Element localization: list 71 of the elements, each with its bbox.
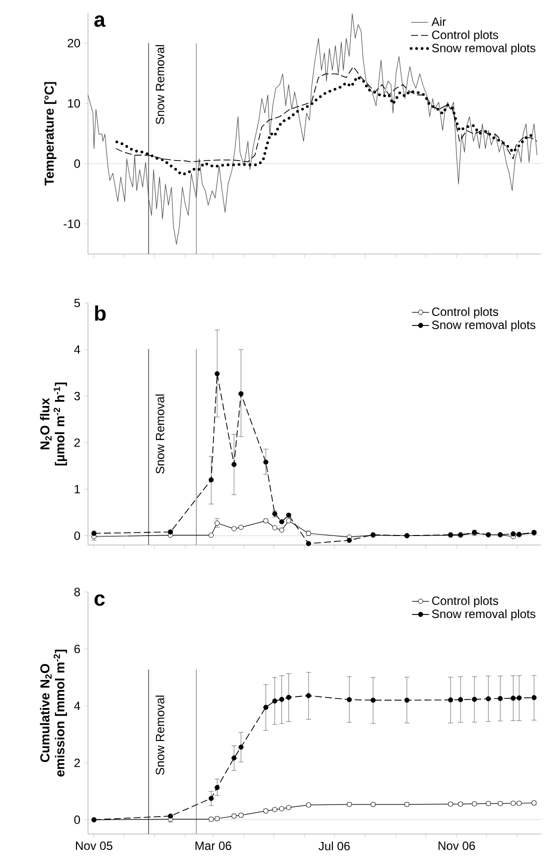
point (486, 696, 491, 702)
x-tick-label: Nov 05 (76, 842, 112, 850)
point (510, 531, 516, 536)
point (263, 704, 268, 710)
point (214, 785, 220, 790)
y-tick-label: 0 (74, 531, 80, 540)
point (263, 460, 268, 465)
point (279, 528, 284, 533)
line-series (88, 13, 538, 245)
point (306, 693, 312, 698)
point (208, 477, 214, 482)
y-axis-title: Temperature [°C] (44, 82, 56, 186)
point (286, 694, 292, 700)
point (231, 755, 237, 761)
legend-label: Snow removal plots (432, 320, 536, 332)
point (458, 697, 464, 702)
ref-line-label: Snow Removal (156, 696, 164, 775)
point (214, 371, 220, 376)
point (279, 519, 284, 524)
y-tick-label: 0 (74, 816, 80, 824)
y-tick-label: 2 (74, 438, 80, 447)
point (346, 538, 352, 543)
y-tick-label: 8 (74, 588, 80, 596)
point (168, 814, 173, 819)
x-tick-label: Jul 06 (318, 842, 350, 850)
legend-label: Control plots (432, 596, 498, 608)
point (472, 696, 477, 702)
point (404, 698, 410, 703)
y-tick-label: 20 (68, 38, 80, 48)
legend-label: Control plots (432, 30, 498, 42)
legend-label: Snow removal plots (432, 609, 536, 620)
point (238, 391, 244, 396)
ref-line-label: Snow Removal (156, 45, 164, 124)
y-tick-label: 4 (74, 345, 80, 354)
point (238, 744, 244, 750)
x-tick-label: Mar 06 (196, 842, 232, 850)
x-tick-label: Nov 06 (438, 842, 475, 850)
point (346, 697, 352, 702)
point (498, 696, 503, 702)
legend-label: Snow removal plots (432, 43, 536, 55)
point (370, 698, 376, 703)
point (214, 520, 220, 526)
point (510, 696, 516, 701)
y-tick-label: 10 (68, 99, 80, 108)
legend-label: Control plots (432, 307, 498, 318)
y-tick-label: 1 (74, 485, 80, 494)
chart-title: a (94, 15, 106, 27)
point (532, 695, 537, 700)
point (286, 518, 292, 524)
y-tick-label: 6 (74, 644, 80, 654)
y-tick-label: 3 (74, 392, 80, 400)
ref-line-label: Snow Removal (156, 394, 164, 474)
chart-title: c (94, 594, 105, 606)
point (272, 525, 278, 530)
point (231, 526, 237, 532)
point (208, 532, 214, 538)
point (208, 796, 214, 801)
point (448, 697, 454, 702)
point (238, 524, 244, 530)
point (272, 698, 278, 704)
legend-label: Air (432, 17, 446, 26)
y-tick-label: 4 (74, 702, 80, 710)
point (279, 696, 284, 702)
y-tick-label: 5 (74, 298, 80, 308)
y-tick-label: -10 (64, 220, 80, 228)
y-tick-label: 0 (74, 159, 80, 168)
chart-title: b (95, 305, 106, 321)
point (516, 695, 522, 700)
y-tick-label: 2 (74, 758, 80, 768)
point (231, 462, 237, 468)
point (306, 541, 312, 546)
